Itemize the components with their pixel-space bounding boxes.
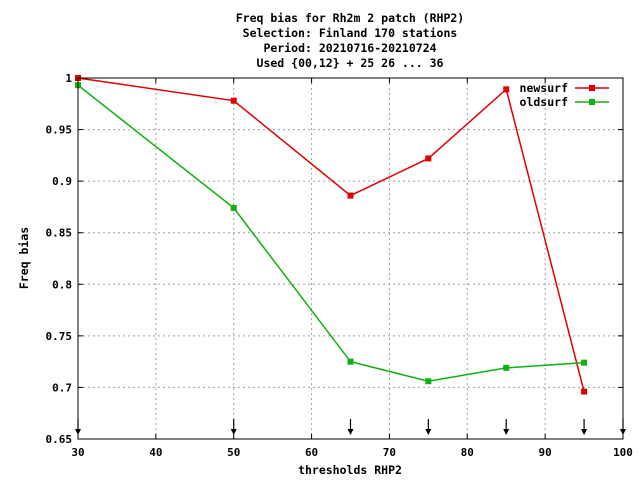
threshold-arrow-head bbox=[230, 429, 237, 435]
data-point-newsurf bbox=[347, 192, 354, 199]
x-tick-label: 50 bbox=[227, 446, 240, 459]
x-tick-label: 30 bbox=[71, 446, 84, 459]
legend-label-oldsurf: oldsurf bbox=[520, 95, 569, 109]
y-tick-label: 0.65 bbox=[46, 433, 73, 446]
x-axis-label: thresholds RHP2 bbox=[298, 463, 402, 477]
x-tick-label: 70 bbox=[383, 446, 396, 459]
chart-title-line: Selection: Finland 170 stations bbox=[243, 26, 458, 40]
data-point-oldsurf bbox=[425, 378, 432, 385]
y-tick-label: 0.7 bbox=[52, 381, 72, 394]
y-tick-label: 0.95 bbox=[46, 124, 73, 137]
y-tick-label: 1 bbox=[65, 72, 72, 85]
y-tick-label: 0.75 bbox=[46, 330, 73, 343]
y-tick-label: 0.85 bbox=[46, 227, 73, 240]
threshold-arrow-head bbox=[347, 429, 354, 435]
x-tick-label: 90 bbox=[539, 446, 552, 459]
data-point-newsurf bbox=[503, 86, 510, 93]
series-lines bbox=[75, 75, 588, 395]
chart-title-line: Period: 20210716-20210724 bbox=[263, 41, 436, 55]
threshold-arrow-head bbox=[581, 429, 588, 435]
chart-title: Freq bias for Rh2m 2 patch (RHP2)Selecti… bbox=[236, 11, 464, 70]
legend-swatch-marker-newsurf bbox=[589, 85, 595, 91]
x-tick-label: 100 bbox=[613, 446, 633, 459]
threshold-arrows bbox=[75, 419, 626, 435]
data-point-oldsurf bbox=[230, 204, 237, 211]
series-line-newsurf bbox=[77, 77, 585, 392]
legend-swatch-marker-oldsurf bbox=[589, 99, 595, 105]
data-point-newsurf bbox=[581, 388, 588, 395]
x-tick-label: 60 bbox=[305, 446, 318, 459]
y-axis-ticks: 0.65 0.7 0.75 0.8 0.85 0.9 0.95 1 bbox=[46, 72, 623, 446]
data-point-oldsurf bbox=[347, 358, 354, 365]
threshold-arrow-head bbox=[503, 429, 510, 435]
x-tick-label: 80 bbox=[461, 446, 474, 459]
data-point-newsurf bbox=[425, 155, 432, 162]
y-axis-label: Freq bias bbox=[17, 227, 31, 289]
data-point-newsurf bbox=[230, 97, 237, 104]
data-point-oldsurf bbox=[581, 359, 588, 366]
y-tick-label: 0.9 bbox=[52, 175, 72, 188]
grid-lines bbox=[78, 78, 623, 439]
data-point-oldsurf bbox=[503, 364, 510, 371]
chart-title-line: Used {00,12} + 25 26 ... 36 bbox=[257, 56, 444, 70]
series-line-oldsurf bbox=[77, 84, 585, 383]
plot-frame bbox=[77, 77, 624, 440]
threshold-arrow-head bbox=[425, 429, 432, 435]
legend-label-newsurf: newsurf bbox=[520, 81, 569, 95]
y-tick-label: 0.8 bbox=[52, 278, 72, 291]
x-axis-ticks: 30 40 50 60 70 80 90 100 bbox=[71, 78, 633, 459]
x-tick-label: 40 bbox=[149, 446, 162, 459]
chart-title-line: Freq bias for Rh2m 2 patch (RHP2) bbox=[236, 11, 464, 25]
